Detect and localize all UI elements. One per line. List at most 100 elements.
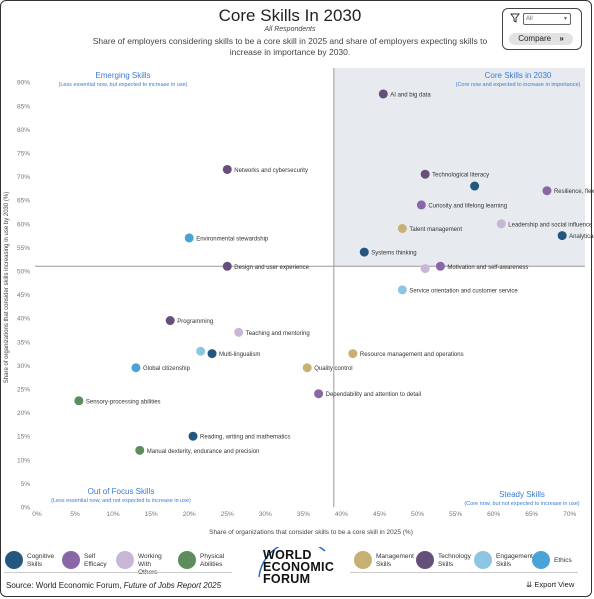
data-point[interactable] (496, 219, 506, 229)
data-point[interactable] (416, 200, 426, 210)
data-point[interactable] (184, 233, 194, 243)
quadrant-title-steady: Steady Skills (499, 490, 545, 499)
data-point[interactable] (378, 89, 388, 99)
data-point[interactable] (74, 396, 84, 406)
data-point[interactable] (420, 264, 430, 274)
point-label: Service orientation and customer service (409, 288, 518, 294)
x-tick-label: 5% (70, 511, 80, 518)
scatter-chart: 0% 5% 10% 15% 20% 25% 30% 35% 40% 45% 50% 55% 60% 65%… (4, 68, 594, 536)
y-axis-label: Share of organizations that consider ski… (4, 192, 10, 383)
data-point[interactable] (348, 349, 358, 359)
legend-swatch (416, 551, 434, 569)
legend-divider (4, 572, 232, 573)
page-subtitle: All Respondents (264, 26, 316, 33)
quadrant-title-core: Core Skills in 2030 (485, 71, 552, 80)
point-label: Technological literacy (432, 173, 489, 179)
filter-value: All (526, 16, 533, 22)
legend-swatch (474, 551, 492, 569)
x-tick-label: 0% (32, 511, 42, 518)
point-label: Resilience, flexibility and agility (554, 189, 594, 195)
y-tick-label: 35% (17, 339, 30, 346)
legend-label: Ethics (554, 557, 572, 565)
data-point[interactable] (188, 431, 198, 441)
data-point[interactable] (397, 285, 407, 295)
legend-label: Engagement Skills (496, 553, 533, 569)
x-tick-label: 35% (297, 511, 310, 518)
page-description: Share of employers considering skills to… (92, 36, 488, 57)
legend-label-line: Management (376, 553, 414, 560)
y-tick-label: 65% (17, 198, 30, 205)
export-label: Export View (534, 580, 575, 589)
double-chevron-right-icon: » (559, 34, 564, 43)
legend-swatch (116, 551, 134, 569)
data-point[interactable] (557, 231, 567, 241)
x-tick-label: 25% (221, 511, 234, 518)
legend-label-line: Physical (200, 553, 225, 560)
y-tick-label: 20% (17, 410, 30, 417)
export-view-button[interactable]: ⇊ Export View (526, 580, 574, 589)
y-tick-label: 75% (17, 150, 30, 157)
legend-label-line: Technology (438, 553, 471, 560)
page-title: Core Skills In 2030 (218, 6, 362, 25)
legend-divider (350, 572, 578, 573)
point-label: Talent management (409, 227, 462, 233)
data-point[interactable] (420, 169, 430, 179)
logo-line: ECONOMIC (263, 560, 335, 574)
y-tick-label: 85% (17, 103, 30, 110)
y-tick-label: 50% (17, 268, 30, 275)
compare-button[interactable]: Compare » (509, 33, 573, 45)
legend-swatch (5, 551, 23, 569)
point-label: Reading, writing and mathematics (200, 435, 290, 441)
quadrant-note-out-of-focus: (Less essential now, and not expected to… (51, 498, 191, 504)
filter-panel: All ▼ Compare » (502, 8, 582, 50)
x-tick-label: 65% (525, 511, 538, 518)
legend-label: Cognitive Skills (27, 553, 54, 569)
filter-dropdown[interactable]: All ▼ (523, 13, 571, 25)
point-label: Resource management and operations (360, 352, 464, 358)
y-tick-label: 45% (17, 292, 30, 299)
data-point[interactable] (207, 349, 217, 359)
data-point[interactable] (302, 363, 312, 373)
legend-label: Management Skills (376, 553, 414, 569)
quadrant-note-core: (Core now and expected to increase in im… (456, 82, 581, 88)
legend-label-line: Self (84, 553, 96, 560)
filter-icon[interactable] (510, 13, 520, 23)
y-tick-label: 15% (17, 434, 30, 441)
data-point[interactable] (222, 261, 232, 271)
point-label: Dependability and attention to detail (326, 392, 421, 398)
point-label: Teaching and mentoring (246, 331, 310, 337)
data-point[interactable] (222, 164, 232, 174)
legend-label-line: Cognitive (27, 553, 55, 560)
data-point[interactable] (435, 261, 445, 271)
data-point[interactable] (131, 363, 141, 373)
x-tick-label: 15% (145, 511, 158, 518)
legend-label: Physical Abilities (200, 553, 224, 569)
x-tick-label: 50% (411, 511, 424, 518)
data-point[interactable] (135, 445, 145, 455)
legend-label-line: Others (138, 569, 162, 577)
legend-label: Self Efficacy (84, 553, 107, 569)
point-label: Leadership and social influence (508, 222, 593, 228)
compare-label: Compare (518, 34, 552, 43)
data-point[interactable] (359, 247, 369, 257)
data-point[interactable] (196, 346, 206, 356)
data-point[interactable] (470, 181, 480, 191)
data-point[interactable] (165, 316, 175, 326)
data-point[interactable] (397, 223, 407, 233)
point-label: AI and big data (390, 92, 431, 98)
point-label: Environmental stewardship (196, 236, 269, 242)
wef-logo-arc (258, 547, 326, 578)
legend-label-line: Abilities (200, 561, 223, 568)
y-tick-label: 70% (17, 174, 30, 181)
data-point[interactable] (542, 186, 552, 196)
chevron-down-icon: ▼ (563, 16, 568, 22)
x-tick-label: 60% (487, 511, 500, 518)
x-tick-label: 55% (449, 511, 462, 518)
y-tick-label: 90% (17, 80, 30, 87)
point-label: Multi-lingualism (219, 352, 260, 358)
data-point[interactable] (234, 327, 244, 337)
legend-label: Working WithOthers (138, 553, 162, 577)
y-tick-label: 5% (21, 481, 31, 488)
data-point[interactable] (314, 389, 324, 399)
